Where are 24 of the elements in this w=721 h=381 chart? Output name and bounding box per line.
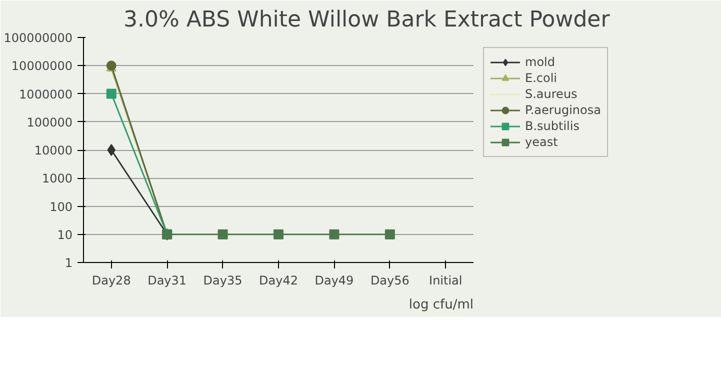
y-tick-label: 1000000 [19,87,73,102]
x-tick-label: Day56 [370,274,410,288]
chart-title: 3.0% ABS White Willow Bark Extract Powder [124,8,611,32]
y-tick-label: 10000 [34,144,73,158]
legend-label: mold [525,54,555,70]
y-tick-label: 100 [50,200,72,214]
y-tick-label: 1000 [42,172,73,186]
legend-label: yeast [525,134,558,150]
legend-label: P.aeruginosa [525,102,601,118]
y-tick-label: 100000 [26,115,73,130]
x-tick-label: Day35 [203,274,242,288]
y-tick-label: 1 [64,256,73,270]
x-tick-label: Day28 [92,274,131,288]
y-tick-label: 10 [57,228,73,242]
legend-label: E.coli [525,70,558,86]
y-tick-label: 100000000 [4,31,73,45]
x-tick-label: Day42 [259,274,298,288]
x-tick-label: Day31 [148,274,187,288]
text: log cfu/ml [408,298,474,312]
legend-label: S.aureus [525,86,578,102]
legend-label: B.subtilis [525,118,580,134]
y-tick-label: 10000000 [11,59,72,74]
x-tick-label: Initial [429,274,462,288]
x-tick-label: Day49 [314,274,354,288]
